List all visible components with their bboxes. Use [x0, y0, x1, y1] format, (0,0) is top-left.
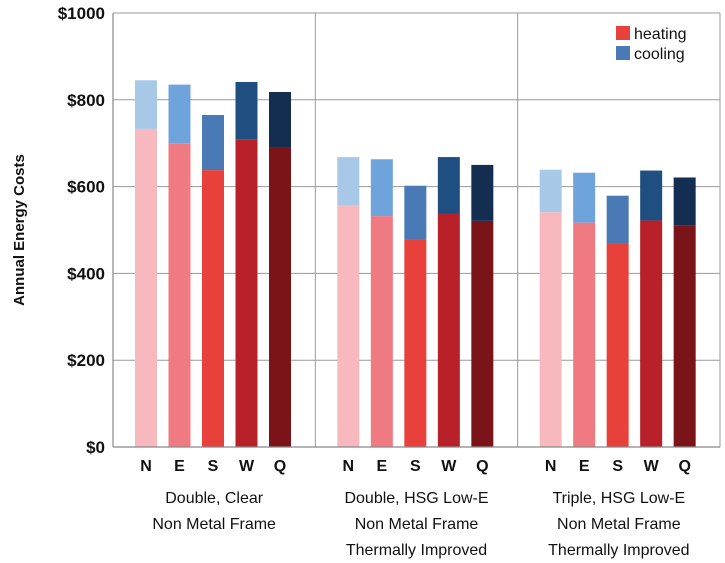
bar-cooling — [471, 164, 494, 221]
y-tick-label: $200 — [67, 351, 105, 370]
bar-heating — [539, 212, 562, 447]
y-tick-label: $0 — [86, 438, 105, 457]
bar-cooling — [202, 114, 224, 171]
bar-cooling — [135, 80, 157, 129]
bar-heating — [235, 139, 258, 447]
bar-cooling — [640, 170, 663, 221]
group-label: Thermally Improved — [548, 542, 689, 559]
legend-swatch-cooling — [616, 46, 630, 60]
x-category-label: S — [612, 458, 623, 475]
group-label: Triple, HSG Low-E — [552, 490, 685, 507]
x-category-label: E — [376, 458, 387, 475]
bar-cooling — [370, 159, 393, 217]
group-label: Non Metal Frame — [355, 516, 479, 533]
bar-heating — [640, 220, 663, 447]
bar-heating — [606, 243, 629, 447]
bar-heating — [370, 216, 393, 447]
bar-cooling — [437, 157, 460, 214]
bar-cooling — [404, 185, 427, 240]
bar-cooling — [573, 172, 596, 223]
x-category-label: Q — [678, 458, 690, 475]
bar-cooling — [673, 177, 696, 226]
y-tick-label: $800 — [67, 91, 105, 110]
bar-heating — [269, 147, 291, 448]
x-category-label: W — [239, 458, 255, 475]
x-category-label: N — [343, 458, 355, 475]
y-tick-label: $600 — [67, 178, 105, 197]
x-category-label: S — [208, 458, 219, 475]
bar-heating — [471, 220, 494, 447]
group-label: Double, HSG Low-E — [344, 490, 488, 507]
bar-heating — [404, 239, 427, 447]
bar-heating — [337, 205, 360, 447]
axes — [112, 12, 721, 448]
legend-label-heating: heating — [634, 26, 687, 43]
bars — [135, 80, 696, 448]
legend-label-cooling: cooling — [634, 46, 685, 63]
bar-cooling — [606, 195, 629, 244]
bar-cooling — [337, 157, 360, 206]
y-axis-label: Annual Energy Costs — [11, 154, 28, 306]
x-category-label: S — [410, 458, 421, 475]
labels: $0 $200 $400 $600 $800 $1000 N E S W Q Double, Clea… — [58, 4, 691, 559]
group-label: Non Metal Frame — [152, 516, 276, 533]
y-tick-label: $1000 — [58, 4, 105, 23]
bar-cooling — [168, 84, 191, 144]
bar-heating — [673, 225, 696, 447]
x-category-label: E — [579, 458, 590, 475]
x-category-label: N — [140, 458, 152, 475]
x-category-label: W — [644, 458, 660, 475]
bar-cooling — [235, 82, 258, 140]
x-category-label: Q — [274, 458, 286, 475]
group-label: Non Metal Frame — [557, 516, 681, 533]
legend: heating cooling — [616, 26, 687, 63]
bar-cooling — [539, 169, 562, 213]
x-category-label: Q — [476, 458, 488, 475]
x-category-label: E — [174, 458, 185, 475]
bar-heating — [573, 222, 596, 447]
group-label: Double, Clear — [165, 490, 264, 507]
bar-heating — [202, 170, 224, 447]
y-tick-label: $400 — [67, 264, 105, 283]
bar-cooling — [269, 91, 291, 148]
bar-heating — [135, 128, 157, 448]
bar-heating — [437, 213, 460, 447]
x-category-label: N — [545, 458, 557, 475]
x-category-label: W — [441, 458, 457, 475]
bar-heating — [168, 143, 191, 447]
legend-swatch-heating — [616, 26, 630, 40]
group-label: Thermally Improved — [346, 542, 487, 559]
